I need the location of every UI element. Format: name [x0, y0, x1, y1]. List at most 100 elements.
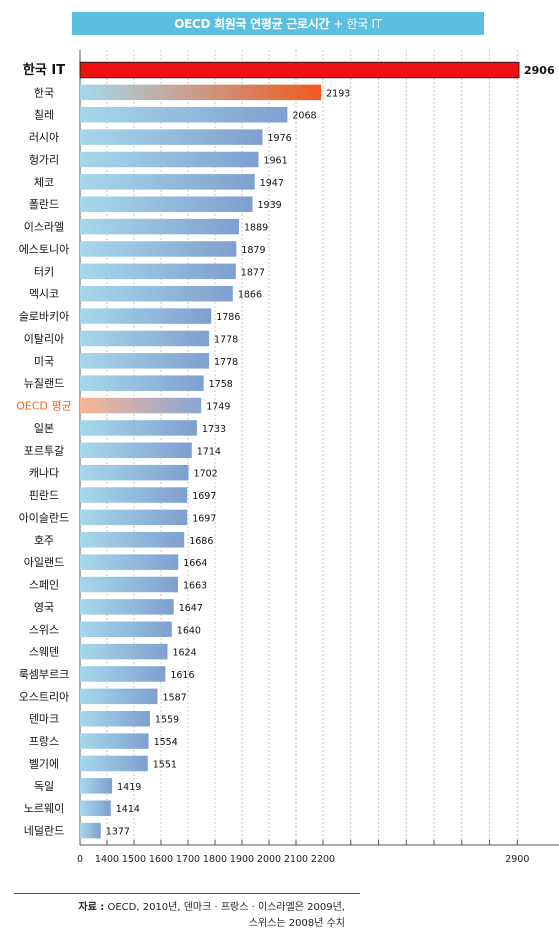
bar	[80, 353, 210, 369]
chart-title-banner: OECD 회원국 연평균 근로시간 + 한국 IT	[72, 12, 484, 35]
bar	[80, 643, 168, 660]
x-tick-label: 2200	[311, 854, 335, 865]
category-label: 아일랜드	[24, 555, 64, 569]
category-label: 폴란드	[29, 198, 59, 211]
source-line-1: OECD, 2010년, 덴마크 · 프랑스 · 이스라엘은 2009년,	[107, 902, 345, 913]
bar	[80, 196, 253, 212]
value-label: 1702	[194, 469, 218, 480]
x-tick-label: 0	[77, 854, 83, 865]
value-label: 1559	[155, 715, 179, 726]
bar	[80, 755, 148, 772]
value-label: 1647	[179, 603, 203, 614]
category-label: 핀란드	[29, 489, 59, 502]
bar-chart: 0 1400 1500 1600 1700 1800 1900 2000 2100 2200 290…	[16, 50, 559, 865]
category-label: 노르웨이	[24, 802, 64, 815]
category-label: 룩셈부르크	[19, 668, 70, 681]
value-label: 1976	[268, 133, 292, 144]
category-label: 이스라엘	[24, 221, 64, 234]
value-label: 1778	[214, 334, 238, 345]
x-tick-label: 1700	[176, 854, 200, 865]
category-label: 한국	[34, 86, 54, 99]
category-label: OECD 평균	[16, 400, 72, 413]
bar	[80, 397, 202, 414]
source-divider	[14, 893, 360, 894]
bar	[80, 263, 236, 280]
bar	[80, 151, 259, 168]
category-label: 스위스	[29, 623, 59, 636]
value-label: 1664	[183, 558, 207, 569]
category-label: 에스토니아	[19, 243, 70, 256]
value-label: 1866	[238, 290, 262, 301]
bar	[80, 733, 149, 749]
category-label: 칠레	[34, 109, 54, 122]
chart-title: OECD 회원국 연평균 근로시간	[174, 17, 330, 31]
value-label: 1551	[153, 759, 177, 770]
value-label: 1587	[162, 692, 186, 703]
category-label: 오스트리아	[19, 690, 70, 703]
bar	[80, 442, 192, 459]
value-label: 1733	[202, 424, 226, 435]
category-label: 뉴질랜드	[24, 377, 64, 390]
value-label: 2068	[292, 111, 316, 122]
value-label: 1714	[197, 446, 221, 457]
x-tick-label: 2000	[257, 854, 281, 865]
value-label: 1939	[258, 200, 282, 211]
bar	[80, 509, 188, 526]
bar	[80, 800, 111, 816]
category-label: 이탈리아	[24, 332, 64, 345]
category-label: 덴마크	[29, 713, 59, 726]
source-label: 자료 :	[78, 902, 105, 913]
category-label: 포르투갈	[24, 443, 64, 457]
value-label: 1419	[117, 782, 141, 793]
source-line-2: 스위스는 2008년 수치	[248, 918, 345, 929]
bar	[80, 218, 240, 235]
category-label: 헝가리	[29, 153, 59, 166]
value-label: 2906	[524, 64, 555, 77]
bar	[80, 375, 204, 391]
value-label: 1686	[189, 536, 213, 547]
value-label: 1697	[192, 491, 216, 502]
bar	[80, 106, 288, 123]
value-label: 1961	[263, 155, 287, 166]
value-label: 1749	[206, 402, 230, 413]
bar	[80, 129, 263, 145]
category-label: 체코	[34, 176, 54, 189]
value-label: 1624	[172, 648, 196, 659]
value-label: 1414	[116, 804, 140, 815]
category-label: 독일	[34, 779, 54, 793]
bar	[80, 532, 185, 548]
value-label: 1877	[241, 267, 265, 278]
bar	[80, 285, 233, 302]
bar	[80, 688, 158, 705]
bar	[80, 464, 189, 481]
value-label: 1616	[170, 670, 194, 681]
category-label: 벨기에	[29, 757, 59, 770]
value-label: 1377	[106, 827, 130, 838]
value-label: 1697	[192, 513, 216, 524]
category-label: 호주	[34, 534, 54, 547]
bar	[80, 308, 212, 324]
category-label: 터키	[34, 265, 54, 278]
bar	[80, 84, 322, 101]
value-label: 1758	[209, 379, 233, 390]
category-label: 네덜란드	[24, 825, 64, 838]
bar	[80, 666, 166, 682]
category-label: 일본	[34, 421, 54, 435]
x-tick-label: 2900	[505, 854, 529, 865]
bar	[80, 599, 174, 615]
bar	[79, 61, 520, 79]
value-label: 1554	[154, 737, 178, 748]
category-label: 멕시코	[29, 288, 59, 301]
bar	[80, 420, 197, 436]
value-label: 1786	[216, 312, 240, 323]
x-tick-label: 1800	[203, 854, 227, 865]
x-tick-label: 1900	[230, 854, 254, 865]
bar	[80, 576, 179, 593]
category-label: 스웨덴	[29, 646, 59, 659]
value-label: 1879	[241, 245, 265, 256]
bar	[80, 174, 255, 190]
category-label: 미국	[34, 355, 54, 368]
category-label: 프랑스	[29, 735, 59, 748]
value-label: 1889	[244, 223, 268, 234]
value-label: 1663	[183, 581, 207, 592]
